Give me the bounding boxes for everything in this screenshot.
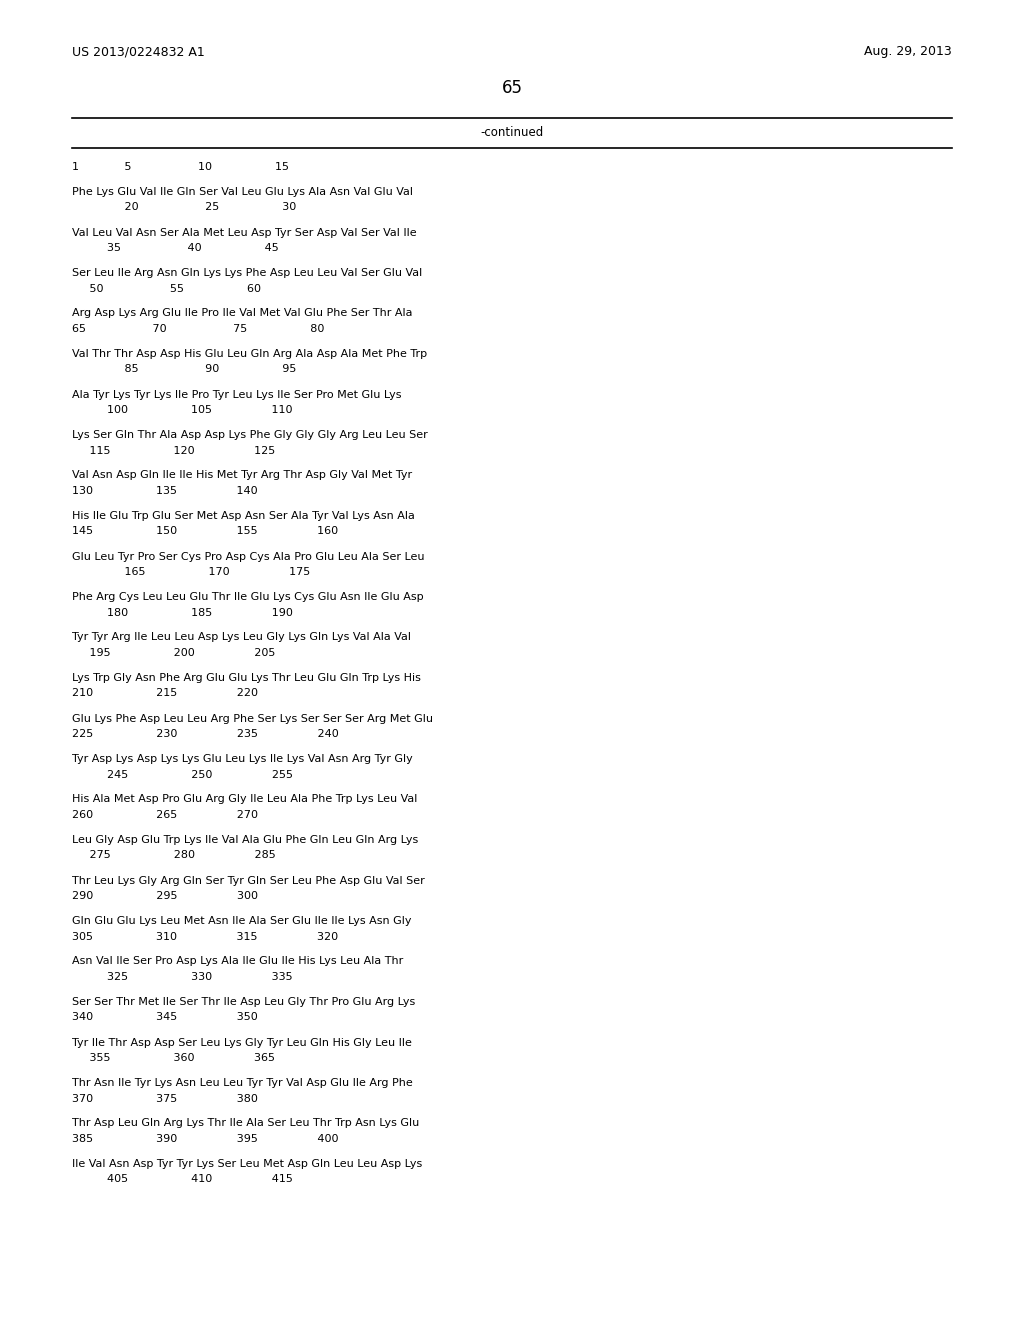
Text: 65                   70                   75                  80: 65 70 75 80 <box>72 323 325 334</box>
Text: 210                  215                 220: 210 215 220 <box>72 689 258 698</box>
Text: Phe Lys Glu Val Ile Gln Ser Val Leu Glu Lys Ala Asn Val Glu Val: Phe Lys Glu Val Ile Gln Ser Val Leu Glu … <box>72 187 413 197</box>
Text: Thr Asn Ile Tyr Lys Asn Leu Leu Tyr Tyr Val Asp Glu Ile Arg Phe: Thr Asn Ile Tyr Lys Asn Leu Leu Tyr Tyr … <box>72 1078 413 1088</box>
Text: 275                  280                 285: 275 280 285 <box>72 850 275 861</box>
Text: 85                   90                  95: 85 90 95 <box>72 364 296 375</box>
Text: Phe Arg Cys Leu Leu Glu Thr Ile Glu Lys Cys Glu Asn Ile Glu Asp: Phe Arg Cys Leu Leu Glu Thr Ile Glu Lys … <box>72 591 424 602</box>
Text: Ile Val Asn Asp Tyr Tyr Lys Ser Leu Met Asp Gln Leu Leu Asp Lys: Ile Val Asn Asp Tyr Tyr Lys Ser Leu Met … <box>72 1159 422 1170</box>
Text: 1             5                   10                  15: 1 5 10 15 <box>72 162 289 172</box>
Text: His Ala Met Asp Pro Glu Arg Gly Ile Leu Ala Phe Trp Lys Leu Val: His Ala Met Asp Pro Glu Arg Gly Ile Leu … <box>72 795 418 804</box>
Text: 405                  410                 415: 405 410 415 <box>72 1175 293 1184</box>
Text: 165                  170                 175: 165 170 175 <box>72 568 310 577</box>
Text: 385                  390                 395                 400: 385 390 395 400 <box>72 1134 339 1144</box>
Text: Val Leu Val Asn Ser Ala Met Leu Asp Tyr Ser Asp Val Ser Val Ile: Val Leu Val Asn Ser Ala Met Leu Asp Tyr … <box>72 227 417 238</box>
Text: Val Asn Asp Gln Ile Ile His Met Tyr Arg Thr Asp Gly Val Met Tyr: Val Asn Asp Gln Ile Ile His Met Tyr Arg … <box>72 470 412 480</box>
Text: 305                  310                 315                 320: 305 310 315 320 <box>72 932 338 941</box>
Text: 290                  295                 300: 290 295 300 <box>72 891 258 902</box>
Text: 370                  375                 380: 370 375 380 <box>72 1093 258 1104</box>
Text: Glu Lys Phe Asp Leu Leu Arg Phe Ser Lys Ser Ser Ser Arg Met Glu: Glu Lys Phe Asp Leu Leu Arg Phe Ser Lys … <box>72 714 433 723</box>
Text: 225                  230                 235                 240: 225 230 235 240 <box>72 729 339 739</box>
Text: 65: 65 <box>502 79 522 96</box>
Text: 100                  105                 110: 100 105 110 <box>72 405 293 414</box>
Text: Gln Glu Glu Lys Leu Met Asn Ile Ala Ser Glu Ile Ile Lys Asn Gly: Gln Glu Glu Lys Leu Met Asn Ile Ala Ser … <box>72 916 412 927</box>
Text: Ser Ser Thr Met Ile Ser Thr Ile Asp Leu Gly Thr Pro Glu Arg Lys: Ser Ser Thr Met Ile Ser Thr Ile Asp Leu … <box>72 997 416 1007</box>
Text: Arg Asp Lys Arg Glu Ile Pro Ile Val Met Val Glu Phe Ser Thr Ala: Arg Asp Lys Arg Glu Ile Pro Ile Val Met … <box>72 309 413 318</box>
Text: 195                  200                 205: 195 200 205 <box>72 648 275 657</box>
Text: 245                  250                 255: 245 250 255 <box>72 770 293 780</box>
Text: Ser Leu Ile Arg Asn Gln Lys Lys Phe Asp Leu Leu Val Ser Glu Val: Ser Leu Ile Arg Asn Gln Lys Lys Phe Asp … <box>72 268 422 279</box>
Text: Asn Val Ile Ser Pro Asp Lys Ala Ile Glu Ile His Lys Leu Ala Thr: Asn Val Ile Ser Pro Asp Lys Ala Ile Glu … <box>72 957 403 966</box>
Text: Aug. 29, 2013: Aug. 29, 2013 <box>864 45 952 58</box>
Text: 145                  150                 155                 160: 145 150 155 160 <box>72 527 338 536</box>
Text: 325                  330                 335: 325 330 335 <box>72 972 293 982</box>
Text: Tyr Asp Lys Asp Lys Lys Glu Leu Lys Ile Lys Val Asn Arg Tyr Gly: Tyr Asp Lys Asp Lys Lys Glu Leu Lys Ile … <box>72 754 413 764</box>
Text: Tyr Tyr Arg Ile Leu Leu Asp Lys Leu Gly Lys Gln Lys Val Ala Val: Tyr Tyr Arg Ile Leu Leu Asp Lys Leu Gly … <box>72 632 411 643</box>
Text: Glu Leu Tyr Pro Ser Cys Pro Asp Cys Ala Pro Glu Leu Ala Ser Leu: Glu Leu Tyr Pro Ser Cys Pro Asp Cys Ala … <box>72 552 425 561</box>
Text: 260                  265                 270: 260 265 270 <box>72 810 258 820</box>
Text: 115                  120                 125: 115 120 125 <box>72 446 275 455</box>
Text: 50                   55                  60: 50 55 60 <box>72 284 261 293</box>
Text: Tyr Ile Thr Asp Asp Ser Leu Lys Gly Tyr Leu Gln His Gly Leu Ile: Tyr Ile Thr Asp Asp Ser Leu Lys Gly Tyr … <box>72 1038 412 1048</box>
Text: US 2013/0224832 A1: US 2013/0224832 A1 <box>72 45 205 58</box>
Text: -continued: -continued <box>480 127 544 140</box>
Text: Thr Asp Leu Gln Arg Lys Thr Ile Ala Ser Leu Thr Trp Asn Lys Glu: Thr Asp Leu Gln Arg Lys Thr Ile Ala Ser … <box>72 1118 419 1129</box>
Text: 20                   25                  30: 20 25 30 <box>72 202 296 213</box>
Text: His Ile Glu Trp Glu Ser Met Asp Asn Ser Ala Tyr Val Lys Asn Ala: His Ile Glu Trp Glu Ser Met Asp Asn Ser … <box>72 511 415 521</box>
Text: Lys Trp Gly Asn Phe Arg Glu Glu Lys Thr Leu Glu Gln Trp Lys His: Lys Trp Gly Asn Phe Arg Glu Glu Lys Thr … <box>72 673 421 682</box>
Text: Thr Leu Lys Gly Arg Gln Ser Tyr Gln Ser Leu Phe Asp Glu Val Ser: Thr Leu Lys Gly Arg Gln Ser Tyr Gln Ser … <box>72 875 425 886</box>
Text: Ala Tyr Lys Tyr Lys Ile Pro Tyr Leu Lys Ile Ser Pro Met Glu Lys: Ala Tyr Lys Tyr Lys Ile Pro Tyr Leu Lys … <box>72 389 401 400</box>
Text: 340                  345                 350: 340 345 350 <box>72 1012 258 1023</box>
Text: 35                   40                  45: 35 40 45 <box>72 243 279 253</box>
Text: 180                  185                 190: 180 185 190 <box>72 607 293 618</box>
Text: Val Thr Thr Asp Asp His Glu Leu Gln Arg Ala Asp Ala Met Phe Trp: Val Thr Thr Asp Asp His Glu Leu Gln Arg … <box>72 348 427 359</box>
Text: 355                  360                 365: 355 360 365 <box>72 1053 275 1063</box>
Text: Leu Gly Asp Glu Trp Lys Ile Val Ala Glu Phe Gln Leu Gln Arg Lys: Leu Gly Asp Glu Trp Lys Ile Val Ala Glu … <box>72 836 418 845</box>
Text: 130                  135                 140: 130 135 140 <box>72 486 258 496</box>
Text: Lys Ser Gln Thr Ala Asp Asp Lys Phe Gly Gly Gly Arg Leu Leu Ser: Lys Ser Gln Thr Ala Asp Asp Lys Phe Gly … <box>72 430 428 440</box>
